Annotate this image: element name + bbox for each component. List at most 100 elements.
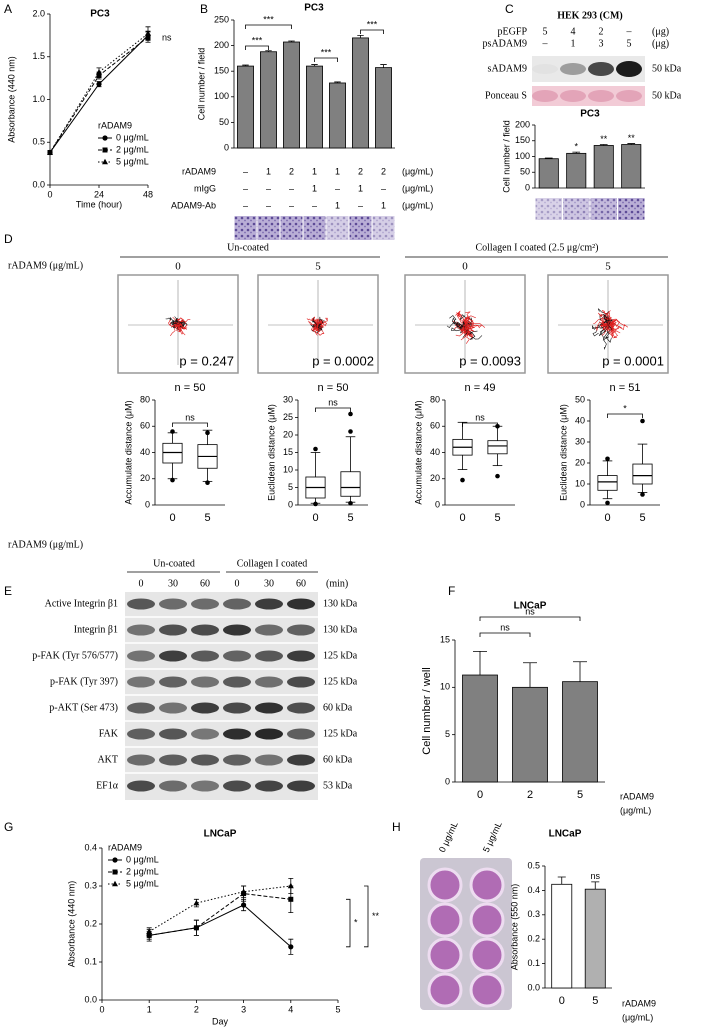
chart-title: PC3 — [304, 3, 324, 14]
blot-band — [255, 624, 283, 636]
sig-label: *** — [367, 19, 378, 29]
n-label: n = 49 — [465, 382, 496, 394]
outlier — [640, 418, 645, 424]
time-label: 30 — [168, 578, 178, 589]
micrograph — [618, 198, 645, 220]
axis-label: rADAM9 (μg/mL) — [8, 260, 83, 271]
y-tick-label: 80 — [140, 394, 150, 404]
y-tick-label: 0 — [525, 182, 530, 192]
plate-label: 0 μg/mL — [437, 820, 460, 854]
band-label: sADAM9 — [488, 63, 527, 74]
sig-bracket — [607, 413, 643, 418]
trajectory — [176, 322, 184, 328]
legend-title: rADAM9 — [98, 120, 132, 130]
time-label: 60 — [200, 578, 210, 589]
panel-label: F — [448, 584, 455, 598]
row-label: p-AKT (Ser 473) — [49, 702, 118, 713]
blot-band — [287, 650, 315, 662]
chart-title: LNCaP — [514, 601, 547, 612]
micrograph — [535, 198, 562, 220]
marker — [112, 880, 118, 887]
y-axis-label: Cell number / well — [421, 667, 433, 754]
x-tick-label: 0 — [47, 189, 52, 199]
error-bar — [357, 34, 364, 38]
unit-label: (μg) — [652, 38, 669, 49]
blot-band — [127, 754, 155, 766]
table-cell: – — [358, 200, 363, 210]
bar — [593, 145, 614, 189]
blot-band — [223, 676, 251, 688]
sig-bracket — [315, 407, 351, 412]
sig-bracket — [245, 24, 292, 29]
sig-label: ns — [525, 606, 535, 616]
blot-band — [127, 624, 155, 636]
table-cell: – — [243, 200, 248, 210]
y-tick-label: 60 — [430, 421, 440, 431]
bar — [462, 674, 498, 783]
p-value: p = 0.0093 — [459, 353, 521, 368]
micrograph — [280, 216, 303, 240]
p-value: p = 0.0002 — [312, 353, 374, 368]
table-cell: 1 — [335, 166, 340, 176]
x-tick-label: 0 — [559, 995, 565, 1007]
box — [597, 475, 618, 491]
blot-band — [223, 650, 251, 662]
well — [469, 902, 505, 938]
box — [340, 471, 361, 497]
blot-band — [223, 598, 251, 610]
blot-band — [616, 90, 642, 102]
chart-title: PC3 — [580, 109, 600, 120]
y-tick-label: 15 — [440, 634, 450, 644]
band-size: 130 kDa — [323, 624, 358, 635]
unit-label: (min) — [326, 578, 348, 589]
band-size: 130 kDa — [323, 598, 358, 609]
blot-band — [159, 780, 187, 792]
panel-label: D — [4, 232, 13, 246]
bar — [352, 37, 369, 149]
marker — [288, 896, 294, 902]
trajectory — [311, 324, 322, 333]
outlier — [348, 411, 353, 417]
sig-bracket — [346, 898, 351, 948]
unit-label: (μg/mL) — [402, 166, 433, 176]
y-tick-label: 200 — [214, 40, 229, 50]
x-tick-label: 0 — [477, 789, 483, 801]
row-label: mIgG — [194, 183, 216, 193]
box — [162, 442, 183, 464]
bar — [283, 41, 300, 149]
blot-band — [191, 676, 219, 688]
row-label: rADAM9 — [182, 166, 216, 176]
sig-label: ** — [372, 911, 380, 921]
bar — [260, 51, 277, 149]
micrograph — [303, 216, 326, 240]
trajectory — [316, 321, 323, 330]
marker — [241, 902, 247, 908]
row-label: FAK — [99, 728, 119, 739]
y-tick-label: 60 — [140, 421, 150, 431]
y-tick-label: 20 — [575, 457, 585, 467]
blot-band — [191, 728, 219, 740]
time-label: 30 — [264, 578, 274, 589]
sig-bracket — [479, 632, 531, 637]
trajectory — [464, 320, 486, 328]
box — [487, 440, 508, 455]
marker — [102, 158, 108, 165]
micrograph — [257, 216, 280, 240]
annotation: ** — [600, 134, 608, 144]
y-tick-label: 10 — [440, 682, 450, 692]
box — [632, 463, 653, 485]
error-bar — [573, 661, 587, 682]
y-tick-label: 0 — [224, 142, 229, 152]
well — [427, 902, 463, 938]
table-cell: – — [381, 183, 386, 193]
sig-label: * — [354, 917, 358, 927]
table-cell: 1 — [381, 200, 386, 210]
blot-band — [287, 780, 315, 792]
band-size: 50 kDa — [652, 63, 682, 74]
trajectory — [464, 311, 474, 326]
y-axis-label: Accumulate distance (μM) — [123, 400, 133, 504]
blot-band — [255, 754, 283, 766]
y-tick-label: 0.1 — [84, 956, 97, 966]
time-label: 60 — [296, 578, 306, 589]
blot-band — [127, 650, 155, 662]
